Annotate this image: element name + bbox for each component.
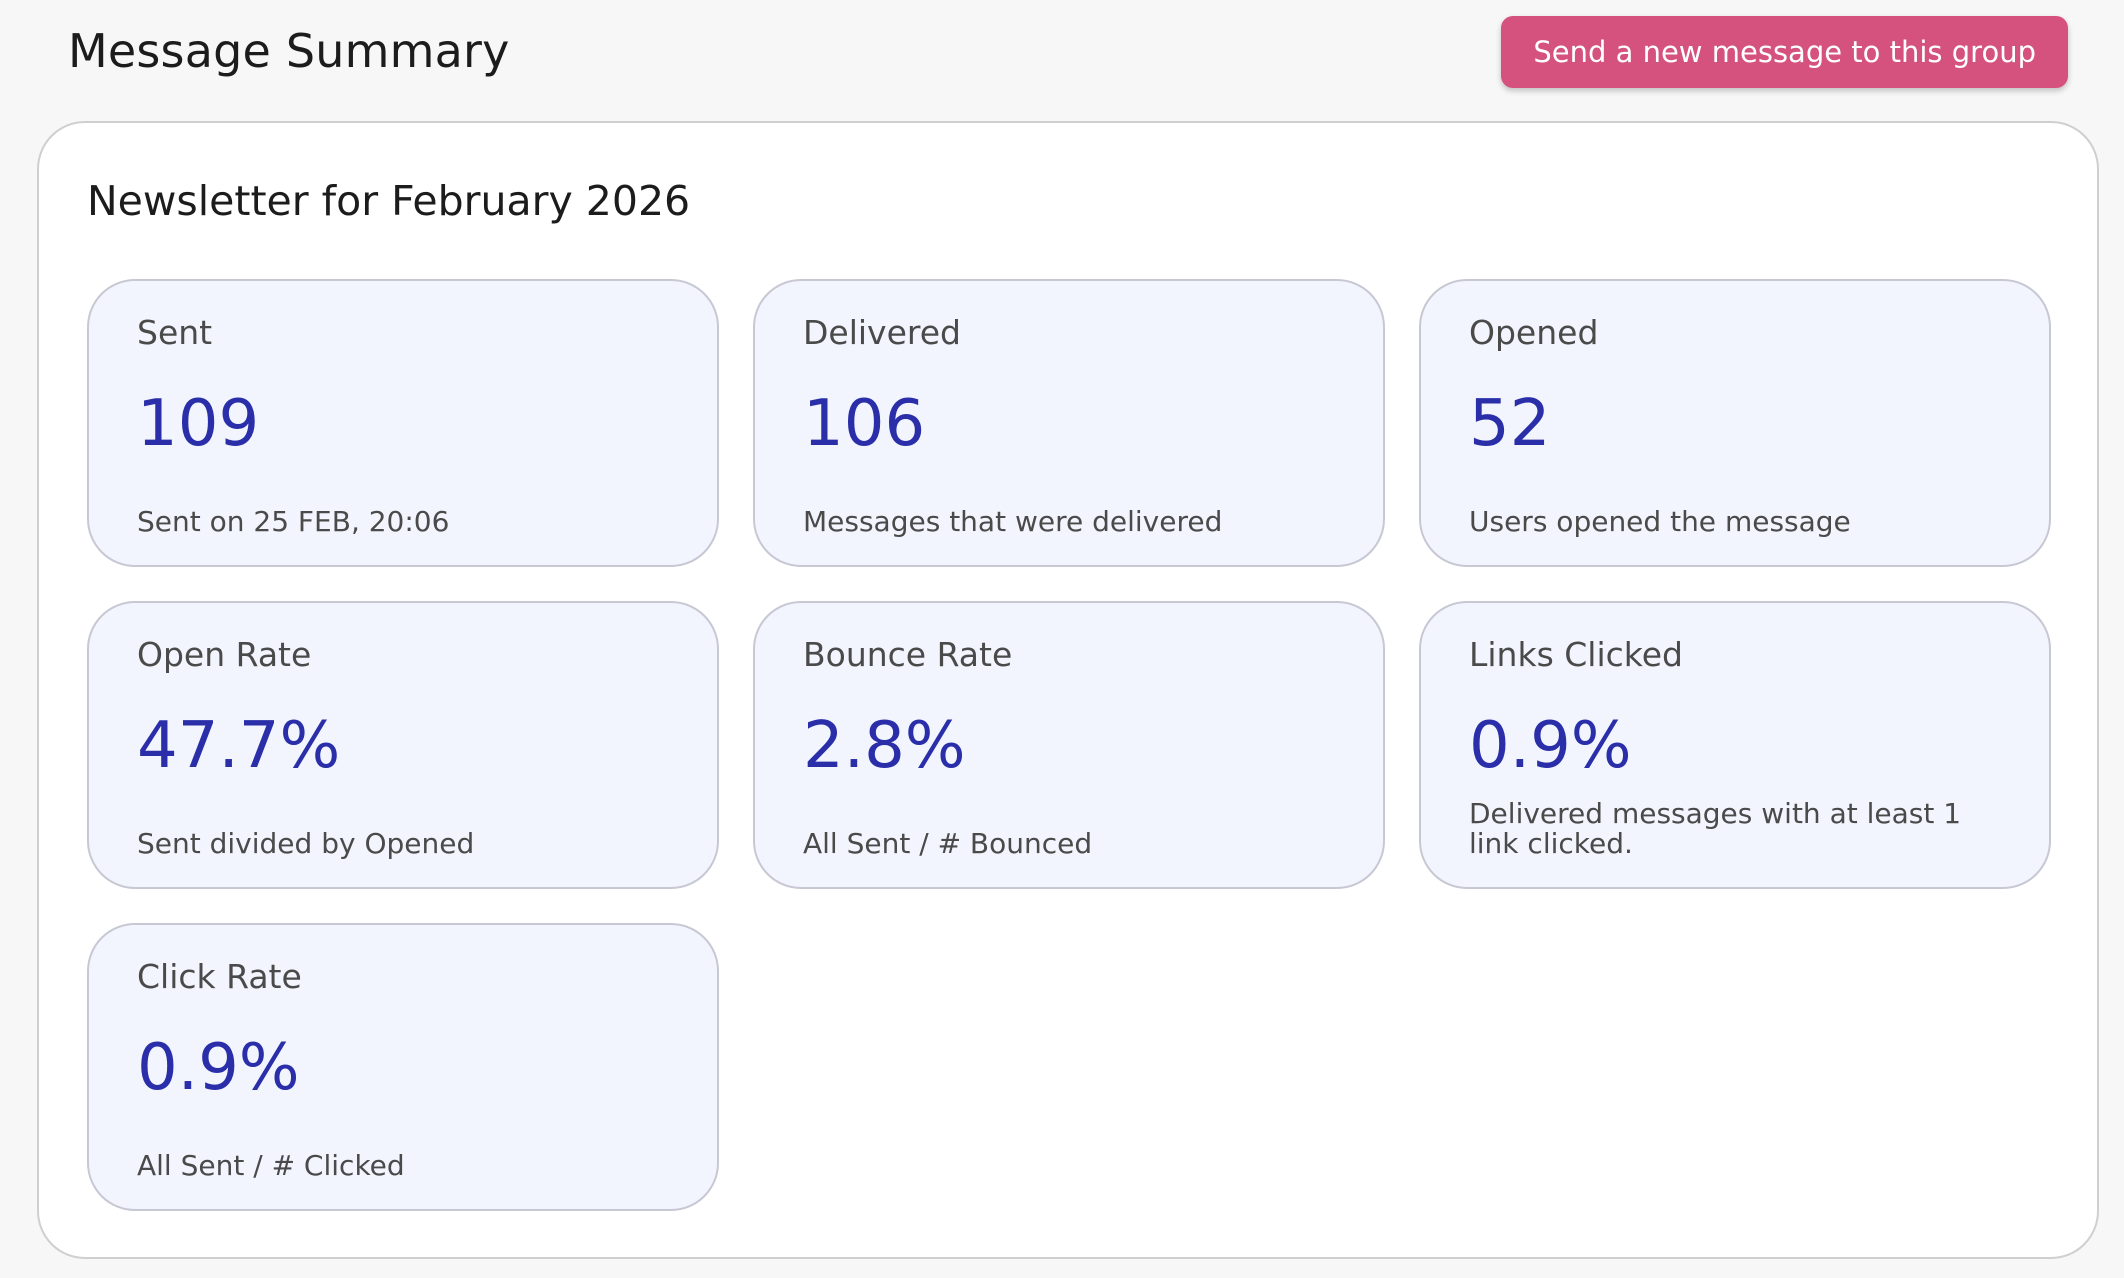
metric-card-opened: Opened 52 Users opened the message: [1419, 279, 2051, 567]
metric-value: 0.9%: [1469, 709, 1632, 783]
metric-label: Sent: [137, 313, 213, 352]
metric-description: Messages that were delivered: [803, 505, 1223, 538]
metric-card-delivered: Delivered 106 Messages that were deliver…: [753, 279, 1385, 567]
metric-card-sent: Sent 109 Sent on 25 FEB, 20:06: [87, 279, 719, 567]
metric-label: Opened: [1469, 313, 1599, 352]
metric-label: Bounce Rate: [803, 635, 1013, 674]
metric-label: Delivered: [803, 313, 961, 352]
metric-value: 52: [1469, 387, 1551, 461]
metric-card-bounce-rate: Bounce Rate 2.8% All Sent / # Bounced: [753, 601, 1385, 889]
metric-value: 2.8%: [803, 709, 966, 783]
metric-description: All Sent / # Clicked: [137, 1149, 405, 1182]
metric-label: Links Clicked: [1469, 635, 1683, 674]
metric-description: Sent divided by Opened: [137, 827, 475, 860]
metric-description: Users opened the message: [1469, 505, 1851, 538]
metric-card-links-clicked: Links Clicked 0.9% Delivered messages wi…: [1419, 601, 2051, 889]
newsletter-heading: Newsletter for February 2026: [87, 177, 691, 225]
metric-value: 47.7%: [137, 709, 341, 783]
metric-description: Sent on 25 FEB, 20:06: [137, 505, 450, 538]
page-title: Message Summary: [68, 24, 510, 78]
metric-label: Open Rate: [137, 635, 312, 674]
metric-card-click-rate: Click Rate 0.9% All Sent / # Clicked: [87, 923, 719, 1211]
send-new-message-button[interactable]: Send a new message to this group: [1501, 16, 2068, 88]
metric-value: 109: [137, 387, 260, 461]
metric-card-open-rate: Open Rate 47.7% Sent divided by Opened: [87, 601, 719, 889]
metric-value: 0.9%: [137, 1031, 300, 1105]
message-summary-panel: Newsletter for February 2026 Sent 109 Se…: [37, 121, 2099, 1259]
metric-description: Delivered messages with at least 1 link …: [1469, 797, 1962, 860]
metric-label: Click Rate: [137, 957, 302, 996]
metric-description: All Sent / # Bounced: [803, 827, 1093, 860]
metric-value: 106: [803, 387, 926, 461]
